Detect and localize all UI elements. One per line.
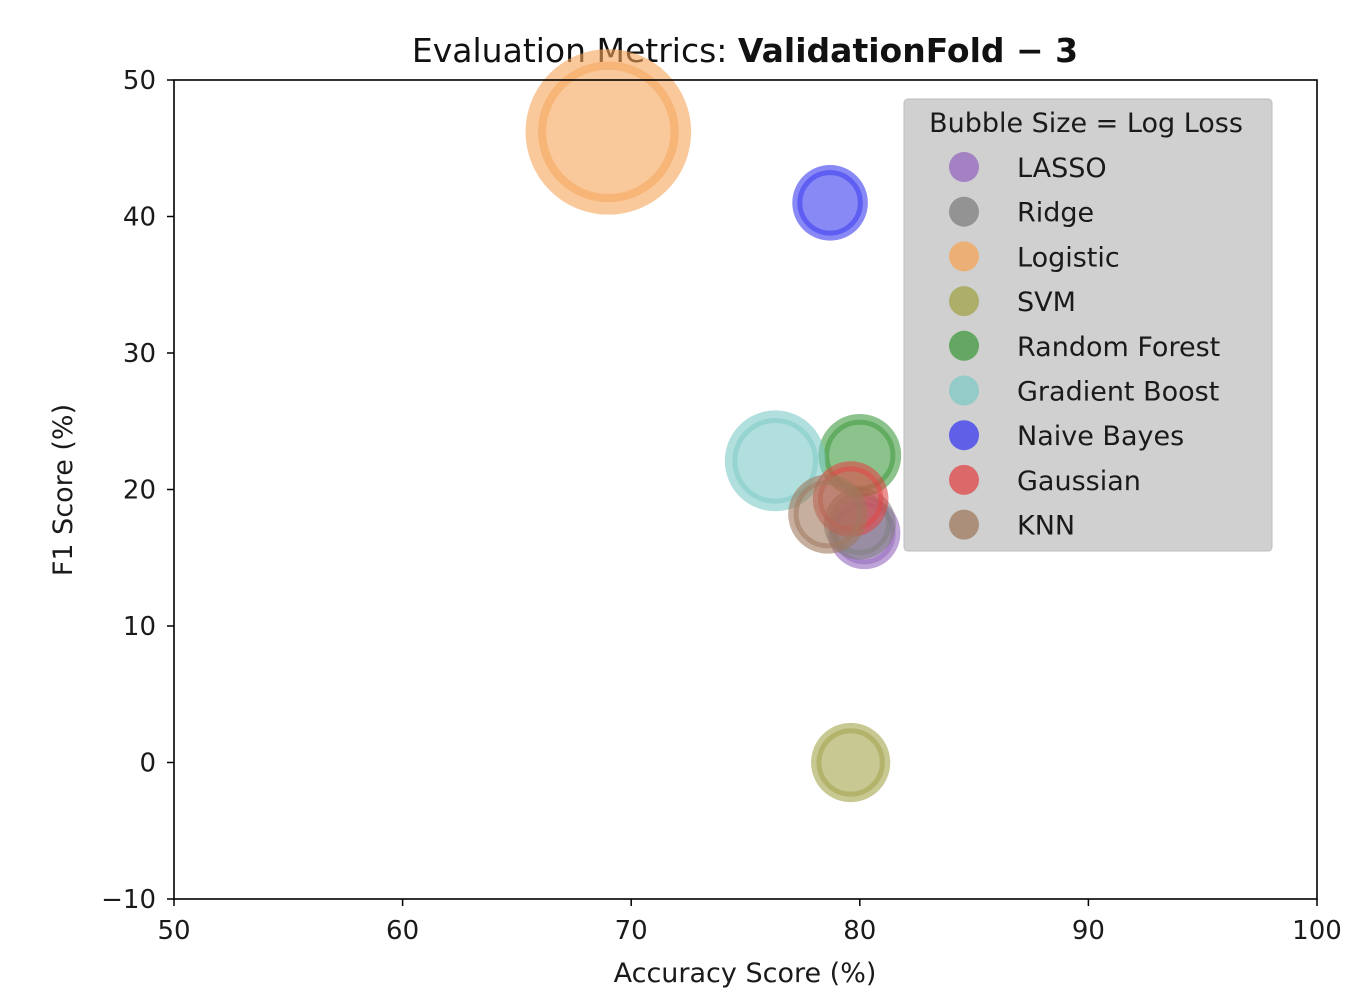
y-tick-label: −10 — [101, 885, 156, 915]
y-tick-label: 50 — [123, 66, 156, 96]
legend: Bubble Size = Log Loss LASSO Ridge Logisti… — [903, 98, 1273, 552]
legend-label-svm: SVM — [1017, 287, 1076, 318]
x-tick-label: 80 — [843, 916, 876, 946]
bubble-outer — [811, 722, 891, 803]
legend-label-naive-bayes: Naive Bayes — [1017, 421, 1184, 452]
bubble-logistic — [525, 49, 692, 215]
x-axis-ticks: 50 60 70 80 90 100 — [157, 899, 1342, 946]
x-tick-label: 90 — [1072, 916, 1105, 946]
legend-label-gradient-boost: Gradient Boost — [1017, 377, 1219, 408]
legend-marker-knn — [949, 509, 979, 540]
chart-title-bold: ValidationFold − 3 — [738, 31, 1078, 70]
legend-label-lasso: LASSO — [1017, 153, 1107, 184]
legend-title: Bubble Size = Log Loss — [929, 108, 1243, 139]
legend-label-gaussian: Gaussian — [1017, 466, 1141, 497]
bubble-ring — [537, 61, 679, 203]
legend-items: LASSO Ridge Logistic SVM Random Forest Gradie… — [949, 152, 1220, 542]
y-tick-label: 0 — [139, 749, 156, 779]
bubble-svm — [811, 722, 891, 803]
chart-title: Evaluation Metrics: ValidationFold − 3 — [412, 31, 1078, 70]
legend-marker-lasso — [949, 152, 979, 182]
legend-box — [903, 98, 1273, 552]
y-tick-label: 20 — [123, 476, 156, 506]
bubble-naive-bayes — [792, 165, 868, 241]
bubble-knn — [788, 474, 868, 554]
bubble-ring — [797, 170, 863, 236]
legend-marker-naive-bayes — [949, 420, 979, 451]
legend-marker-random-forest — [949, 330, 979, 361]
y-tick-label: 10 — [123, 612, 156, 642]
x-axis-label: Accuracy Score (%) — [614, 958, 877, 989]
bubble-outer — [792, 165, 868, 241]
y-axis-ticks: −10 0 10 20 30 40 50 — [101, 66, 174, 915]
x-tick-label: 70 — [615, 916, 648, 946]
y-tick-label: 40 — [123, 203, 156, 233]
bubble-ring — [793, 479, 862, 549]
bubble-layer — [525, 49, 902, 803]
legend-marker-logistic — [949, 241, 979, 272]
bubble-ring — [732, 417, 819, 504]
x-tick-label: 100 — [1292, 916, 1342, 946]
bubble-ring — [816, 728, 885, 797]
legend-marker-ridge — [949, 196, 979, 227]
legend-label-random-forest: Random Forest — [1017, 332, 1220, 363]
x-tick-label: 50 — [157, 916, 190, 946]
bubble-outer — [525, 49, 692, 215]
legend-marker-svm — [949, 286, 979, 317]
legend-label-logistic: Logistic — [1017, 242, 1120, 273]
legend-marker-gaussian — [949, 464, 979, 495]
legend-label-ridge: Ridge — [1017, 198, 1094, 229]
y-tick-label: 30 — [123, 339, 156, 369]
legend-label-knn: KNN — [1017, 511, 1075, 542]
bubble-outer — [788, 474, 868, 554]
x-tick-label: 60 — [386, 916, 419, 946]
legend-marker-gradient-boost — [949, 375, 979, 406]
y-axis-label: F1 Score (%) — [48, 404, 79, 576]
